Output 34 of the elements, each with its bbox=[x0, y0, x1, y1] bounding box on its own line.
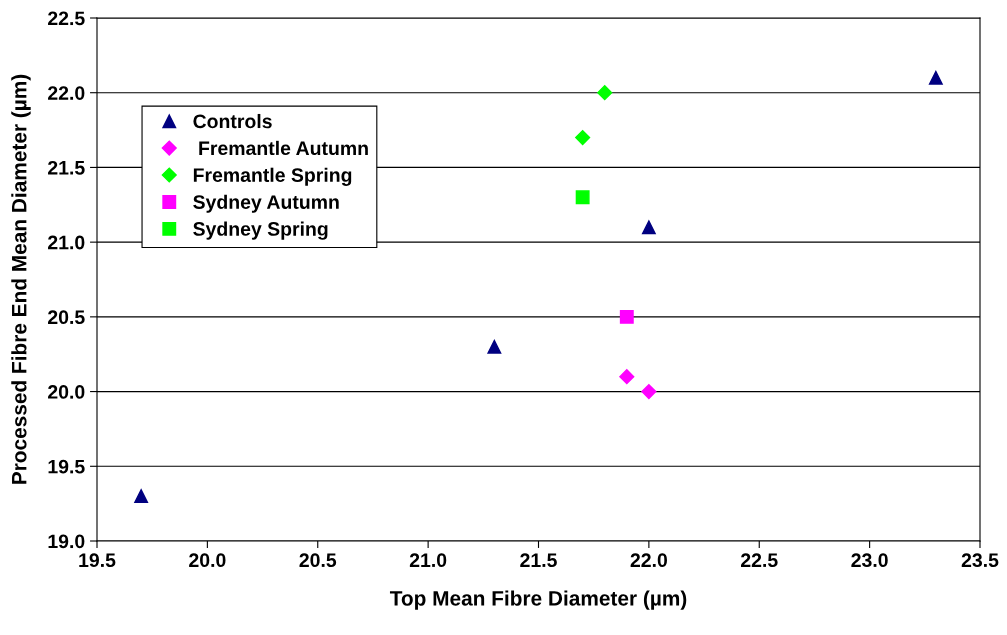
x-tick-label: 19.5 bbox=[79, 553, 116, 568]
x-axis-title: Top Mean Fibre Diameter (µm) bbox=[389, 590, 687, 610]
point bbox=[619, 369, 635, 385]
y-tick-label: 22.0 bbox=[48, 86, 85, 100]
legend-label: Fremantle Autumn bbox=[199, 140, 368, 156]
y-axis-title: Processed Fibre End Mean Diameter (µm) bbox=[11, 74, 31, 484]
x-tick-label: 21.0 bbox=[409, 553, 447, 568]
legend-label: Fremantle Spring bbox=[193, 167, 352, 186]
point bbox=[928, 70, 943, 85]
legend-label: Sydney Spring bbox=[193, 221, 328, 240]
x-tick-label: 23.5 bbox=[961, 553, 999, 568]
x-tick-label: 20.5 bbox=[299, 553, 337, 568]
point bbox=[641, 220, 656, 235]
x-tick-label: 22.5 bbox=[741, 553, 778, 568]
point bbox=[575, 190, 590, 205]
point bbox=[487, 339, 502, 354]
legend-label: Sydney Autumn bbox=[193, 194, 339, 213]
x-tick-label: 20.0 bbox=[189, 553, 226, 568]
y-tick-label: 20.0 bbox=[48, 385, 85, 399]
point bbox=[597, 85, 613, 101]
point bbox=[619, 309, 634, 324]
y-tick-label: 22.5 bbox=[48, 11, 85, 26]
y-tick-label: 19.5 bbox=[48, 459, 85, 474]
point bbox=[134, 489, 149, 504]
point bbox=[575, 129, 591, 146]
legend-label: Controls bbox=[193, 113, 272, 129]
x-tick-label: 22.0 bbox=[630, 553, 667, 568]
point bbox=[641, 384, 657, 400]
x-tick-label: 21.5 bbox=[520, 553, 557, 568]
y-tick-label: 21.0 bbox=[48, 235, 85, 250]
x-tick-label: 23.0 bbox=[851, 553, 888, 568]
y-tick-label: 19.0 bbox=[48, 534, 85, 549]
y-tick-label: 20.5 bbox=[48, 310, 85, 325]
y-tick-label: 21.5 bbox=[48, 160, 85, 175]
